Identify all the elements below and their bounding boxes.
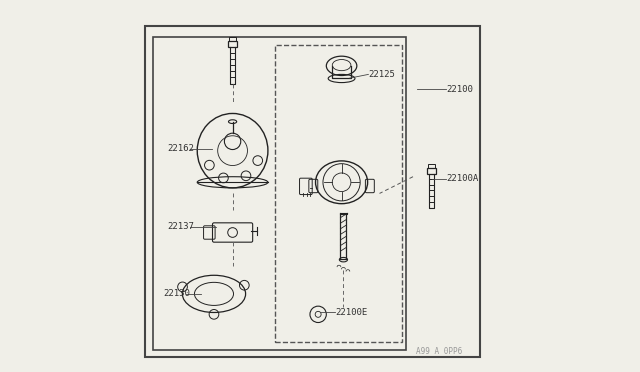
- Text: 22125: 22125: [369, 70, 396, 79]
- Bar: [228, 41, 237, 47]
- Text: 22137: 22137: [168, 222, 195, 231]
- Bar: [275, 45, 402, 342]
- Text: 22100: 22100: [447, 85, 474, 94]
- Text: 22100E: 22100E: [335, 308, 367, 317]
- Text: 22100A: 22100A: [447, 174, 479, 183]
- Text: A99 A 0PP6: A99 A 0PP6: [416, 347, 462, 356]
- Bar: [145, 26, 480, 357]
- Bar: [229, 37, 236, 41]
- Text: 22130: 22130: [164, 289, 191, 298]
- Bar: [427, 168, 436, 174]
- Bar: [428, 164, 435, 168]
- Text: 22162: 22162: [168, 144, 195, 153]
- Bar: [152, 37, 406, 350]
